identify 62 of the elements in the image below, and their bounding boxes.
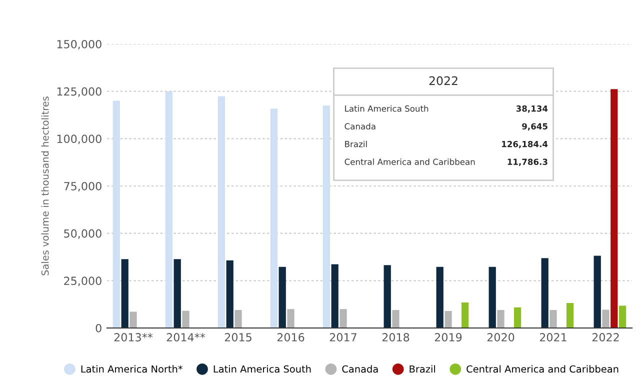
bar (130, 312, 137, 328)
bar (340, 309, 347, 328)
annotation: 2022 (429, 76, 458, 86)
annotation: 9,645 (522, 123, 548, 131)
legend-label: Central America and Caribbean (466, 365, 618, 373)
bar (618, 306, 626, 328)
y-tick-label: 25,000 (64, 276, 102, 286)
y-tick-label: 75,000 (64, 182, 102, 192)
bar (278, 266, 286, 328)
annotation: Central America and Caribbean (344, 158, 475, 165)
y-tick-label: 0 (96, 324, 102, 332)
x-tick-label: 2021 (540, 333, 566, 342)
annotation: Canada (344, 123, 376, 130)
bar (488, 266, 496, 328)
bar (461, 302, 469, 328)
bar (331, 264, 338, 328)
bar (566, 303, 574, 328)
annotation: Brazil (345, 140, 367, 148)
x-tick-label: 2016 (277, 333, 304, 342)
annotation: 38,134 (516, 105, 548, 113)
bar (602, 310, 610, 328)
y-tick-label: 100,000 (57, 134, 102, 144)
bar (541, 258, 548, 328)
x-tick-label: 2013** (114, 333, 153, 342)
bar (174, 259, 181, 328)
legend-label: Latin America South (214, 365, 311, 373)
legend-label: Canada (342, 365, 378, 373)
bar (234, 310, 242, 328)
x-tick-label: 2019 (434, 333, 462, 342)
x-tick-label: 2017 (330, 333, 356, 342)
bar (287, 309, 294, 328)
y-tick-label: 125,000 (57, 87, 102, 97)
bar (550, 310, 557, 328)
annotation: 126,184.4 (502, 140, 548, 148)
x-tick-label: 2022 (592, 333, 619, 342)
bar (497, 310, 504, 328)
bar (182, 310, 190, 328)
y-tick-label: 150,000 (57, 40, 102, 50)
legend-label: Latin America North* (81, 365, 182, 373)
bar (322, 106, 330, 328)
bar (392, 310, 400, 328)
bar (436, 266, 444, 328)
bar (165, 91, 173, 328)
bar (270, 108, 278, 328)
annotation: 11,786.3 (508, 158, 548, 166)
y-tick-label: 50,000 (64, 229, 102, 239)
bar (121, 259, 128, 328)
bar (218, 96, 226, 328)
x-tick-label: 2014** (166, 333, 206, 342)
annotation: Latin America South (345, 105, 428, 112)
bar (610, 89, 618, 328)
bar (594, 256, 601, 328)
x-tick-label: 2020 (487, 333, 514, 342)
bar (444, 310, 452, 328)
bar (514, 307, 522, 328)
legend-label: Brazil (410, 365, 436, 373)
bar (112, 100, 120, 328)
x-tick-label: 2015 (224, 333, 252, 342)
x-tick-label: 2018 (382, 333, 410, 342)
bar (384, 265, 391, 328)
y-axis-title: Sales volume in thousand hectolitres (41, 96, 49, 276)
bar (226, 260, 234, 328)
